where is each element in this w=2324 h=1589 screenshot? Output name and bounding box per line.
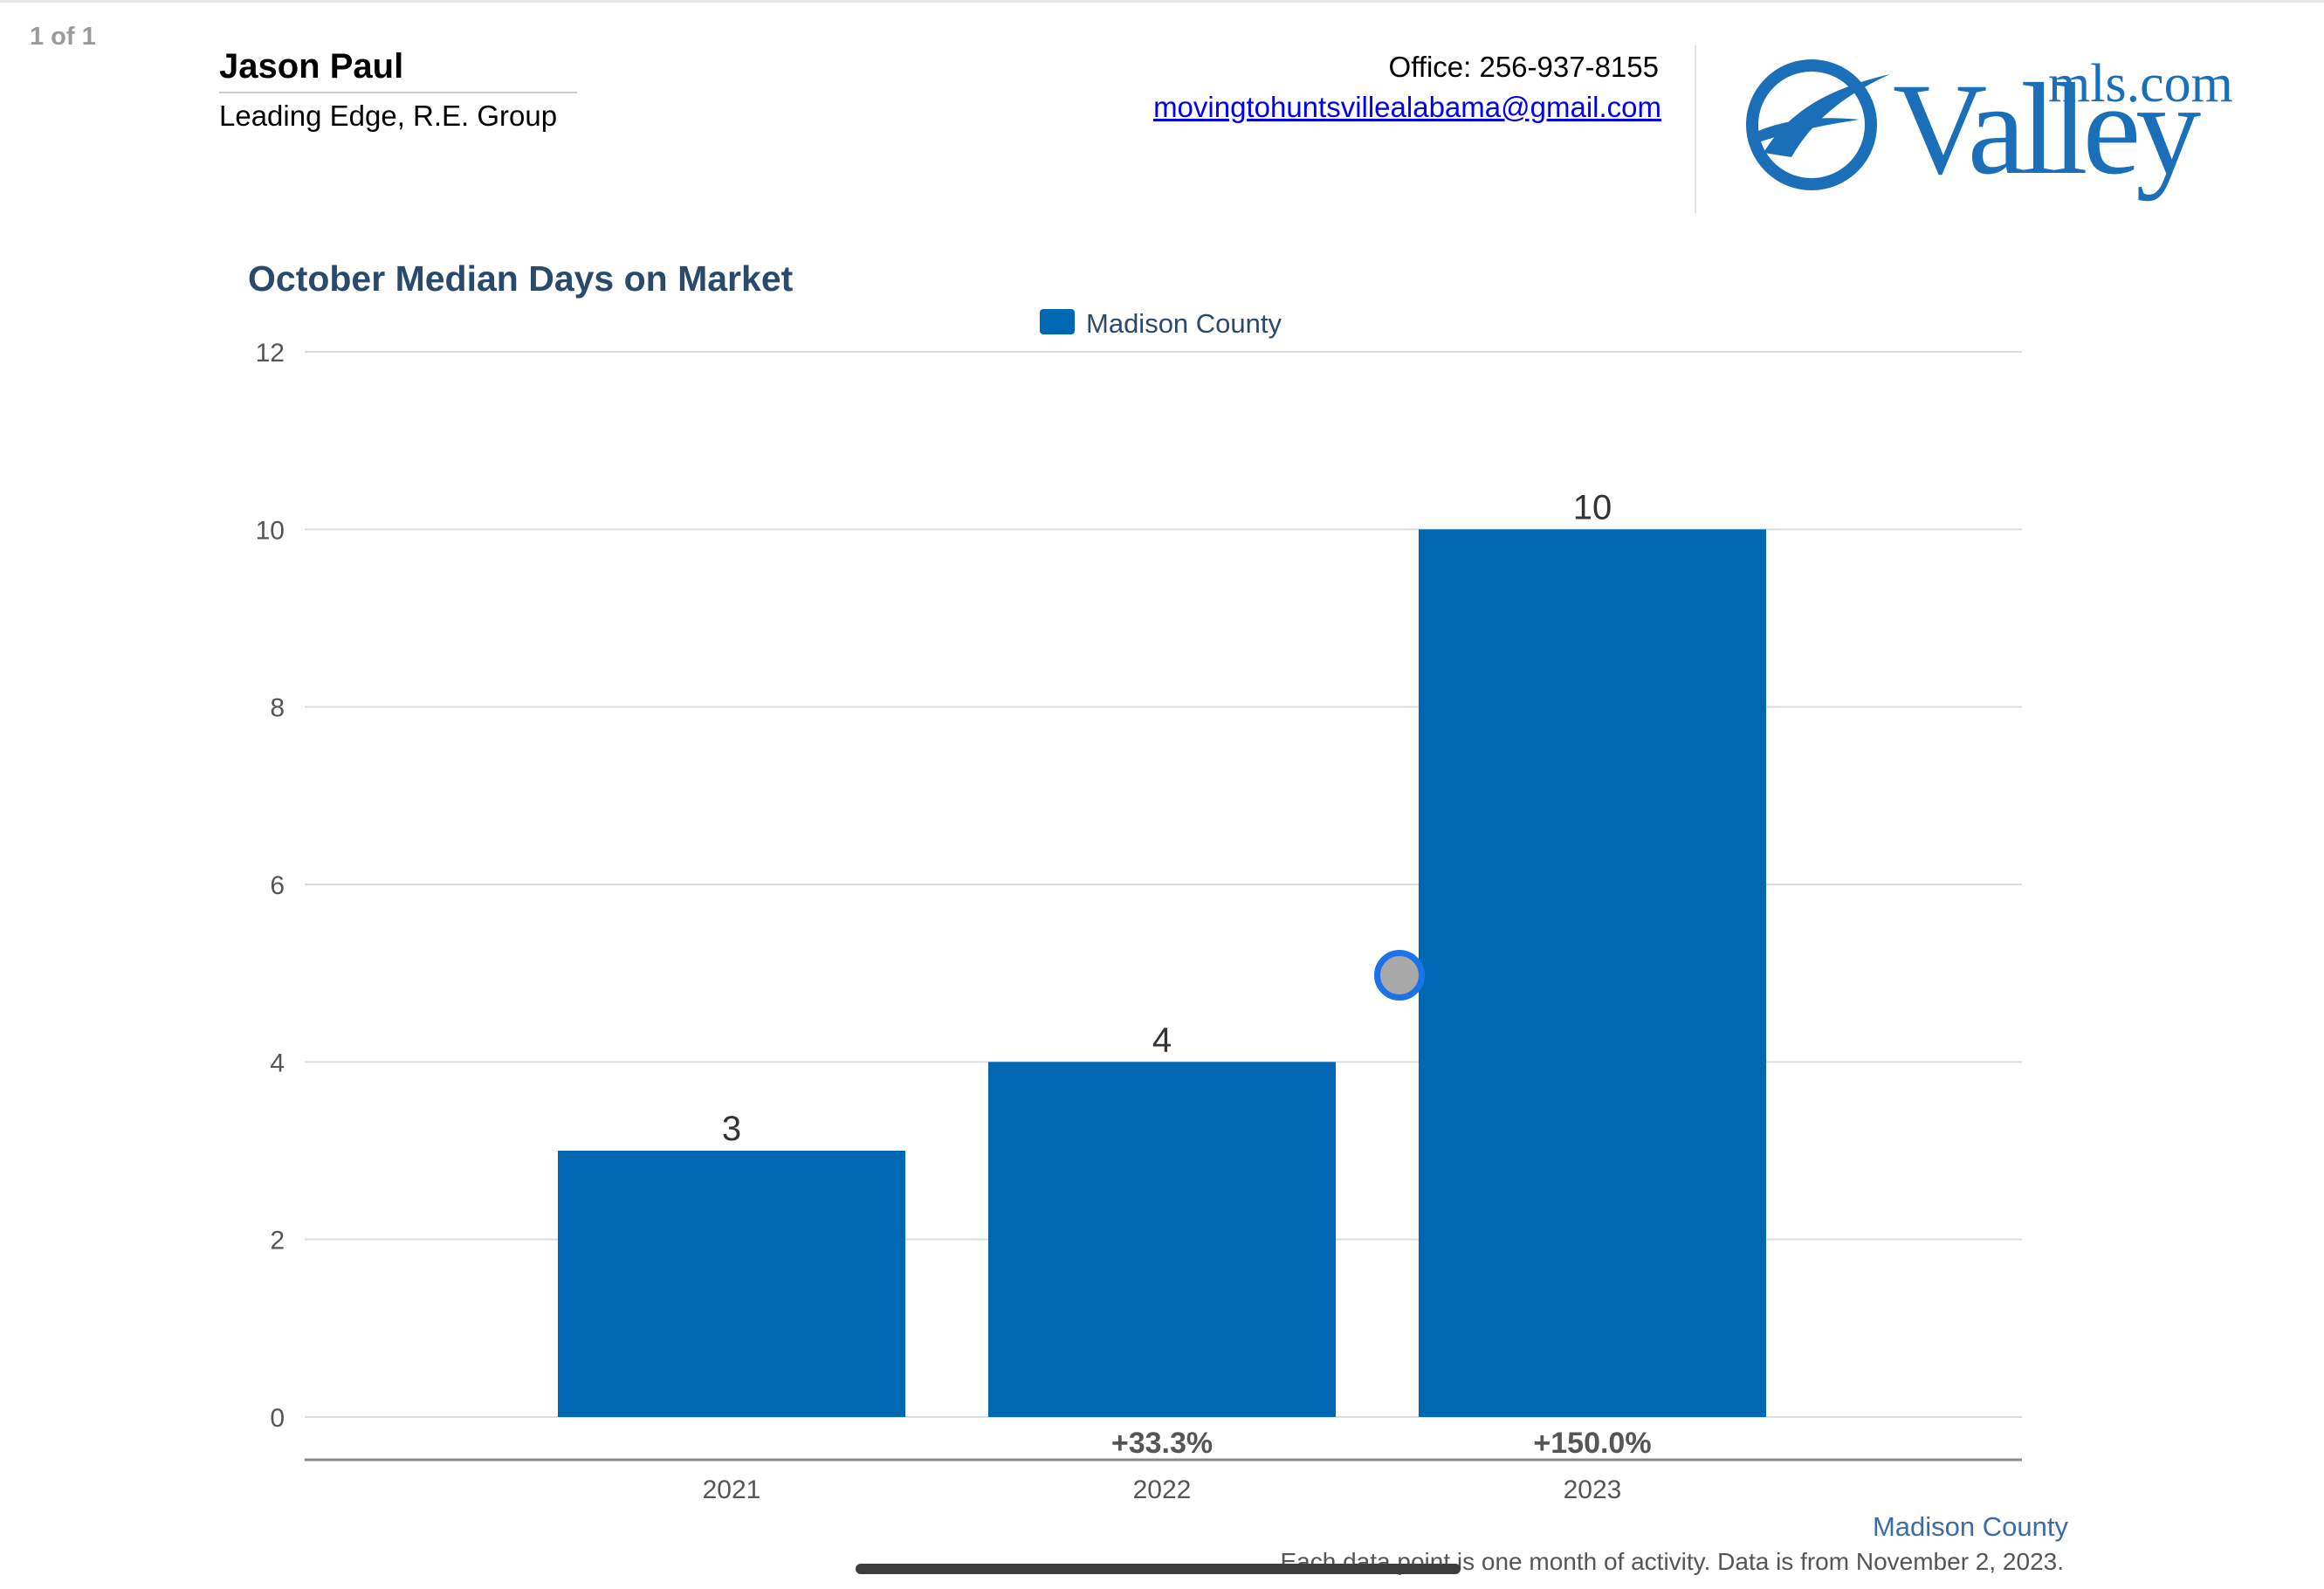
office-phone: Office: 256-937-8155 <box>1388 51 1659 83</box>
scroll-bar[interactable] <box>856 1564 1461 1574</box>
valley-swoosh-icon <box>1746 59 1890 190</box>
x-tick-label: 2021 <box>703 1476 761 1504</box>
email-link[interactable]: movingtohuntsvillealabama@gmail.com <box>1153 91 1661 123</box>
y-axis-ticks: 0 2 4 6 8 10 12 <box>256 339 285 1433</box>
chart-legend: Madison County <box>1040 308 1282 339</box>
y-tick-label: 8 <box>270 694 285 723</box>
agent-name: Jason Paul <box>219 47 577 93</box>
y-tick-label: 4 <box>270 1049 285 1077</box>
valley-mls-logo: Valley mls.com <box>1737 48 2261 201</box>
chart-title: October Median Days on Market <box>248 258 794 299</box>
page-indicator: 1 of 1 <box>30 23 96 51</box>
bar-value-label: 3 <box>722 1110 741 1148</box>
agent-company: Leading Edge, R.E. Group <box>219 100 558 132</box>
bar-value-labels: 3 4 10 <box>722 488 1612 1148</box>
y-tick-label: 12 <box>256 339 285 368</box>
bar-2022 <box>988 1062 1336 1417</box>
header-divider <box>1695 45 1696 213</box>
bar-value-label: 10 <box>1573 488 1612 526</box>
chart-source-label: Madison County <box>1873 1511 2069 1542</box>
bar-change-label: +33.3% <box>1111 1427 1213 1460</box>
cursor-marker-icon <box>1374 950 1425 1001</box>
x-axis-ticks: 2021 2022 2023 <box>703 1476 1622 1504</box>
y-tick-label: 2 <box>270 1227 285 1255</box>
y-tick-label: 10 <box>256 516 285 545</box>
bar-change-labels: +33.3% +150.0% <box>1111 1427 1652 1460</box>
bar-2023 <box>1419 529 1766 1417</box>
bar-2021 <box>558 1151 905 1417</box>
logo-word: Valley <box>1893 57 2201 202</box>
legend-label: Madison County <box>1086 308 1282 339</box>
bar-change-label: +150.0% <box>1533 1427 1651 1460</box>
chart-bars <box>558 529 1766 1417</box>
top-rule <box>0 0 2324 3</box>
x-tick-label: 2022 <box>1133 1476 1192 1504</box>
legend-swatch <box>1040 309 1075 334</box>
y-tick-label: 6 <box>270 871 285 900</box>
x-tick-label: 2023 <box>1564 1476 1622 1504</box>
y-tick-label: 0 <box>270 1404 285 1433</box>
logo-sup: mls.com <box>2048 54 2233 114</box>
bar-value-label: 4 <box>1152 1021 1172 1059</box>
